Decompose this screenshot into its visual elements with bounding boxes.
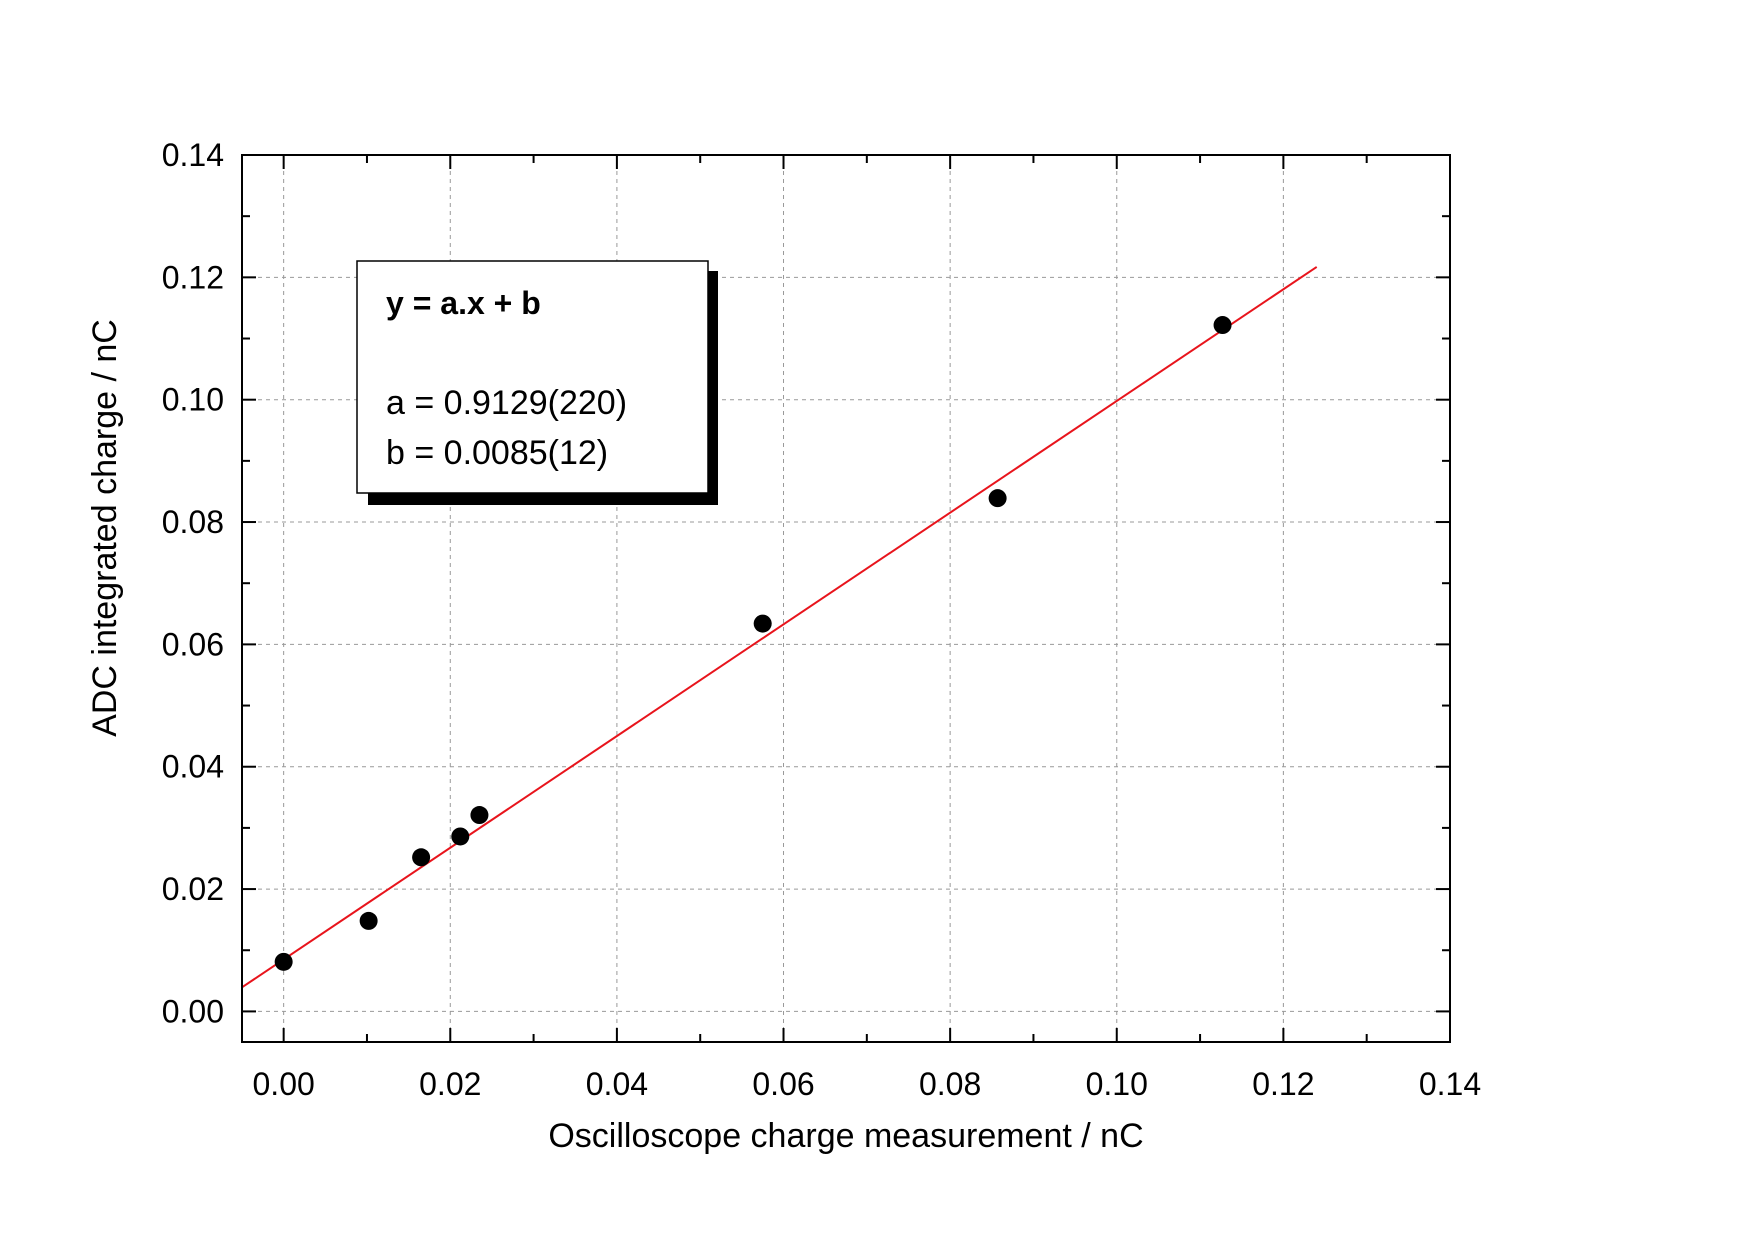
data-point — [451, 827, 470, 846]
fit-line — [241, 266, 1318, 989]
data-point — [988, 489, 1007, 508]
y-tick-label: 0.08 — [162, 504, 224, 540]
data-point — [753, 614, 772, 633]
data-point — [274, 952, 293, 971]
x-tick-label: 0.14 — [1419, 1066, 1481, 1102]
y-tick-label: 0.06 — [162, 626, 224, 662]
x-axis-title: Oscilloscope charge measurement / nC — [548, 1117, 1143, 1155]
y-tick-labels: 0.00 0.02 0.04 0.06 0.08 0.10 0.12 0.14 — [162, 137, 224, 1029]
y-tick-label: 0.04 — [162, 749, 224, 785]
y-tick-label: 0.02 — [162, 871, 224, 907]
y-tick-label: 0.14 — [162, 137, 224, 173]
y-tick-label: 0.00 — [162, 993, 224, 1029]
y-tick-label: 0.10 — [162, 382, 224, 418]
ticks — [242, 154, 1451, 1042]
x-tick-label: 0.06 — [752, 1066, 814, 1102]
legend-param-b: b = 0.0085(12) — [386, 434, 608, 472]
y-tick-label: 0.12 — [162, 259, 224, 295]
data-point — [359, 911, 378, 930]
legend-panel — [356, 260, 709, 494]
x-tick-labels: 0.00 0.02 0.04 0.06 0.08 0.10 0.12 0.14 — [253, 1066, 1482, 1102]
fit-legend-box: y = a.x + b a = 0.9129(220) b = 0.0085(1… — [356, 260, 718, 505]
x-tick-label: 0.12 — [1252, 1066, 1314, 1102]
x-tick-label: 0.02 — [419, 1066, 481, 1102]
data-point — [412, 848, 431, 867]
data-point — [1213, 316, 1232, 335]
data-point — [470, 806, 489, 825]
x-tick-label: 0.10 — [1086, 1066, 1148, 1102]
legend-equation: y = a.x + b — [386, 285, 541, 321]
x-tick-label: 0.04 — [586, 1066, 648, 1102]
x-tick-label: 0.08 — [919, 1066, 981, 1102]
x-tick-label: 0.00 — [253, 1066, 315, 1102]
fit-layer — [241, 266, 1318, 989]
points-layer — [274, 316, 1232, 971]
legend-param-a: a = 0.9129(220) — [386, 384, 627, 422]
y-axis-title: ADC integrated charge / nC — [86, 319, 124, 737]
plot-frame — [241, 154, 1451, 1043]
